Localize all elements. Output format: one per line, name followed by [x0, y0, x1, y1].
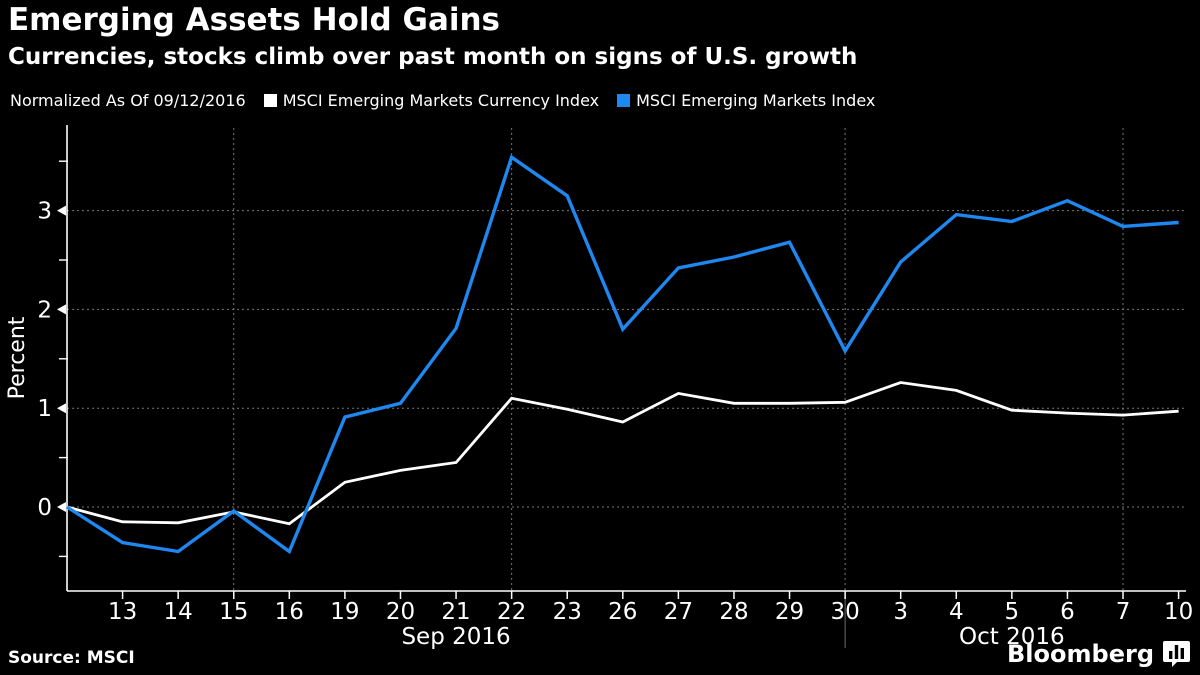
x-tick-label: 30 — [830, 599, 859, 625]
bar-chart-speech-bubble-icon — [1163, 641, 1190, 667]
currency-index-line — [66, 381, 1179, 526]
x-tick-label: 7 — [1116, 599, 1131, 625]
x-tick-label: 14 — [164, 599, 193, 625]
bloomberg-wordmark: Bloomberg — [1007, 640, 1154, 668]
y-tick-label: 3 — [37, 199, 52, 225]
x-tick-label: 10 — [1164, 599, 1193, 625]
legend-item-em-index: MSCI Emerging Markets Index — [617, 91, 875, 110]
x-tick-label: 16 — [275, 599, 304, 625]
legend-item-label: MSCI Emerging Markets Index — [636, 91, 876, 110]
x-tick-label: 27 — [664, 599, 693, 625]
x-tick-label: 6 — [1060, 599, 1075, 625]
y-tick-arrow — [57, 304, 66, 315]
legend-item-label: MSCI Emerging Markets Currency Index — [282, 91, 600, 110]
y-tick-arrow — [57, 205, 66, 216]
em-index-swatch — [617, 94, 631, 107]
x-tick-label: 5 — [1005, 599, 1020, 625]
y-tick-label: 0 — [37, 495, 52, 521]
x-tick-label: 20 — [386, 599, 415, 625]
chart-legend: Normalized As Of 09/12/2016 MSCI Emergin… — [10, 91, 875, 110]
y-tick-label: 1 — [37, 396, 52, 422]
x-tick-label: 3 — [893, 599, 908, 625]
y-tick-arrow — [57, 502, 66, 512]
month-label: Oct 2016 — [959, 624, 1065, 650]
y-tick-label: 2 — [37, 297, 52, 323]
chart-subtitle: Currencies, stocks climb over past month… — [8, 44, 858, 70]
x-tick-label: 13 — [108, 599, 137, 625]
x-tick-label: 22 — [497, 599, 526, 625]
x-tick-label: 26 — [608, 599, 637, 625]
y-axis-title: Percent — [5, 316, 30, 399]
source-note: Source: MSCI — [8, 648, 135, 668]
currency-index-swatch — [263, 94, 277, 107]
x-tick-label: 28 — [719, 599, 748, 625]
x-tick-label: 21 — [441, 599, 470, 625]
month-label: Sep 2016 — [401, 624, 510, 650]
page-title: Emerging Assets Hold Gains — [8, 2, 501, 38]
em-index-line — [66, 154, 1179, 555]
bloomberg-logo: Bloomberg — [1007, 640, 1190, 668]
x-tick-label: 4 — [949, 599, 964, 625]
x-tick-label: 23 — [553, 599, 582, 625]
x-tick-label: 19 — [330, 599, 359, 625]
legend-normalize-note: Normalized As Of 09/12/2016 — [10, 91, 246, 110]
legend-item-currency-index: MSCI Emerging Markets Currency Index — [263, 91, 600, 110]
x-tick-label: 29 — [775, 599, 804, 625]
y-tick-arrow — [57, 403, 66, 414]
x-tick-label: 15 — [219, 599, 248, 625]
